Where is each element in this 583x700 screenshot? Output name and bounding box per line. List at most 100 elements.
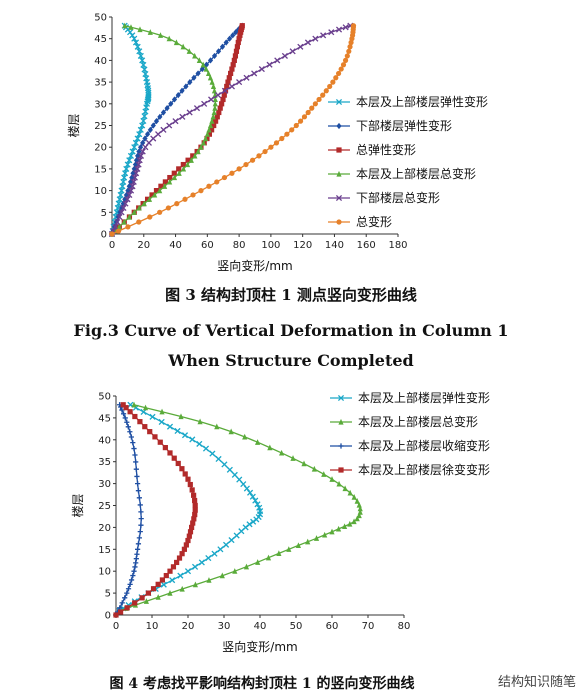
data-point (171, 455, 177, 461)
data-point (239, 23, 245, 29)
y-tick-label: 5 (105, 589, 111, 600)
data-point (223, 39, 229, 46)
series-6 (109, 23, 357, 237)
data-point (217, 546, 224, 553)
data-point (216, 109, 222, 116)
data-point (137, 419, 143, 425)
data-point (199, 65, 205, 73)
legend-label: 本层及上部楼层收缩变形 (358, 438, 490, 453)
data-point (129, 148, 136, 155)
legend-label: 下部楼层总变形 (356, 190, 440, 205)
y-tick-label: 45 (98, 413, 111, 424)
data-point (136, 495, 142, 501)
data-point (205, 70, 212, 77)
data-point (191, 563, 199, 570)
data-point (335, 26, 343, 33)
legend-item: 本层及上部楼层徐变变形 (330, 462, 490, 477)
data-point (137, 126, 144, 133)
data-point (135, 488, 142, 494)
data-point (131, 144, 138, 151)
data-point (133, 466, 139, 472)
data-point (135, 481, 141, 487)
data-point (174, 559, 180, 566)
x-tick-label: 50 (290, 621, 303, 632)
legend-label: 本层及上部楼层总变形 (358, 414, 478, 429)
data-point (171, 170, 177, 176)
y-tick-label: 20 (98, 523, 111, 534)
x-tick-label: 10 (146, 621, 159, 632)
data-point (206, 577, 212, 583)
data-point (316, 96, 322, 103)
data-point (146, 196, 153, 202)
data-point (128, 434, 134, 440)
data-point (134, 135, 141, 142)
data-point (160, 581, 167, 588)
data-point (176, 166, 182, 172)
data-point (155, 594, 161, 600)
data-point (120, 178, 127, 185)
data-point (189, 487, 195, 493)
data-point (255, 559, 261, 565)
fig3-caption-cn: 图 3 结构封顶柱 1 测点竖向变形曲线 (165, 286, 417, 304)
data-point (209, 118, 215, 124)
data-point (301, 114, 308, 120)
data-point (137, 502, 143, 508)
data-point (145, 590, 151, 596)
data-point (206, 131, 213, 137)
data-point (153, 118, 160, 125)
data-point (321, 471, 327, 477)
data-point (243, 563, 250, 570)
data-point (147, 29, 153, 35)
data-point (164, 105, 170, 112)
data-point (166, 423, 174, 430)
data-point (347, 520, 353, 527)
data-point (190, 520, 196, 526)
data-point (356, 512, 362, 519)
data-point (184, 568, 192, 575)
data-point (290, 455, 296, 461)
data-point (196, 57, 202, 63)
data-point (236, 166, 242, 172)
x-tick-label: 100 (261, 240, 280, 251)
data-point (297, 118, 304, 124)
data-point (137, 52, 144, 59)
data-point (209, 79, 215, 85)
y-tick-label: 30 (94, 99, 107, 110)
data-point (117, 191, 124, 198)
data-point (136, 148, 142, 155)
data-point (133, 556, 139, 562)
data-point (210, 83, 217, 90)
data-point (309, 105, 315, 111)
data-point (174, 201, 180, 207)
y-tick-label: 30 (98, 479, 111, 490)
x-tick-label: 30 (218, 621, 231, 632)
data-point (187, 529, 194, 535)
data-point (207, 57, 214, 64)
data-point (113, 209, 120, 216)
chart-fig4: 0 10 20 30 40 50 60 70 80 0 5 10 15 20 25 30 35 40 45 50 本层… (70, 390, 490, 654)
data-point (236, 476, 243, 483)
legend-label: 本层及上部楼层总变形 (356, 166, 476, 181)
data-point (252, 497, 259, 504)
data-point (258, 66, 265, 73)
data-point (200, 139, 207, 146)
data-point (139, 148, 146, 155)
data-point (120, 204, 127, 212)
y-tick-label: 40 (98, 435, 111, 446)
data-point (193, 105, 201, 112)
data-point (132, 452, 138, 458)
fig3-caption-en-line2: When Structure Completed (167, 351, 413, 370)
data-point (170, 564, 177, 570)
data-point (293, 122, 299, 129)
data-point (158, 418, 165, 425)
data-point (119, 600, 125, 606)
data-point (212, 105, 218, 111)
legend-marker (338, 443, 344, 449)
x-tick-label: 70 (362, 621, 375, 632)
data-point (150, 586, 157, 592)
data-point (231, 57, 237, 63)
data-point (235, 39, 241, 46)
y-tick-label: 15 (94, 164, 107, 175)
data-point (128, 577, 135, 583)
